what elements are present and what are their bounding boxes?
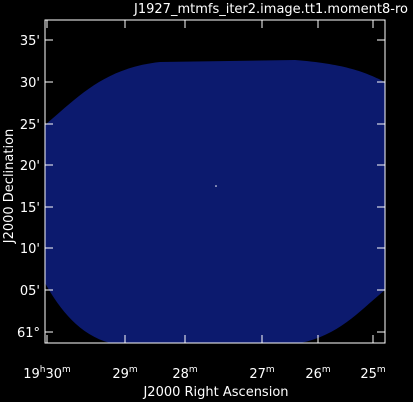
x-tick-label-part: m [129, 365, 138, 375]
y-axis-label: J2000 Declination [2, 129, 17, 245]
x-tick-label: 19h30m [23, 365, 71, 382]
x-tick-label: 28m [172, 365, 197, 382]
x-tick-label: 29m [112, 365, 137, 382]
title: J1927_mtmfs_iter2.image.tt1.moment8-ro [133, 2, 408, 17]
x-tick-label-part: m [62, 365, 71, 375]
y-tick-label: 10' [20, 242, 40, 257]
x-tick-label-part: 27 [249, 367, 266, 382]
y-tick-label: 15' [20, 201, 40, 216]
y-tick-label: 35' [20, 34, 40, 49]
y-tick-label: 25' [20, 118, 40, 133]
image-coverage [45, 60, 385, 343]
center-marker [215, 185, 217, 187]
y-tick-label: 61° [17, 326, 40, 341]
x-tick-label-part: 19 [23, 367, 40, 382]
x-tick-label-part: 30 [45, 367, 62, 382]
x-tick-label-part: 25 [360, 367, 377, 382]
x-tick-label-part: m [377, 365, 386, 375]
y-tick-label: 05' [20, 284, 40, 299]
x-tick-label-part: h [40, 365, 46, 375]
y-tick-label: 20' [20, 159, 40, 174]
x-tick-label: 27m [249, 365, 274, 382]
x-tick-label-part: 28 [172, 367, 189, 382]
x-tick-label: 26m [305, 365, 330, 382]
x-tick-label-part: m [266, 365, 275, 375]
y-tick-label: 30' [20, 76, 40, 91]
x-tick-label-part: 26 [305, 367, 322, 382]
x-tick-label: 25m [360, 365, 385, 382]
plot-frame [44, 19, 386, 344]
ticks: 19h30m 29m 28m 27m 26m 25m35'30'25'20'15'10'0… [17, 20, 386, 382]
x-tick-label-part: m [189, 365, 198, 375]
x-axis-label: J2000 Right Ascension [142, 385, 288, 400]
x-tick-label-part: 29 [112, 367, 129, 382]
x-tick-label-part: m [322, 365, 331, 375]
